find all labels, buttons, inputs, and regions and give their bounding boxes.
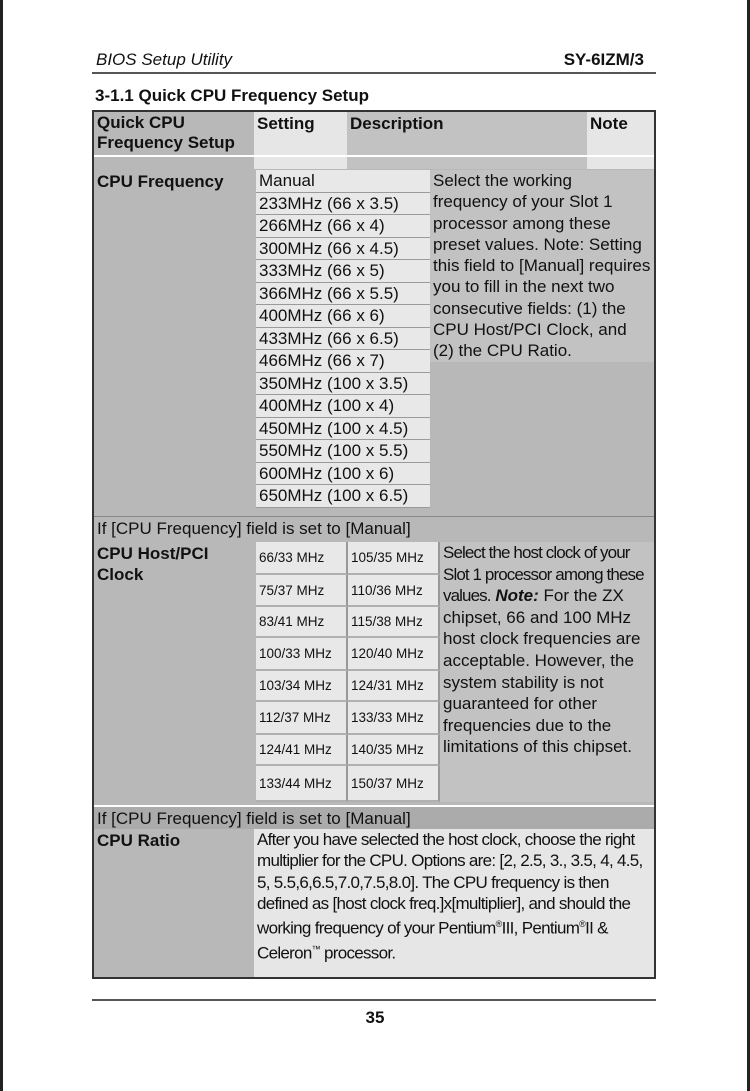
host-clock-option: 124/41 MHz <box>256 735 348 766</box>
host-clock-description: Select the host clock of your Slot 1 pro… <box>440 542 654 802</box>
host-clock-option: 150/37 MHz <box>348 766 440 802</box>
ratio-text: processor. <box>319 943 396 963</box>
manual-condition-note: If [CPU Frequency] field is set to [Manu… <box>94 516 654 540</box>
host-clock-option: 120/40 MHz <box>348 638 440 671</box>
registered-mark: ® <box>495 919 503 930</box>
column-header-setting: Setting <box>254 112 347 155</box>
cpu-frequency-option: 450MHz (100 x 4.5) <box>256 417 430 440</box>
cpu-frequency-option: 650MHz (100 x 6.5) <box>256 485 430 508</box>
running-header-model: SY-6IZM/3 <box>563 50 644 69</box>
cpu-frequency-option: 233MHz (66 x 3.5) <box>256 192 430 215</box>
cpu-frequency-option: 366MHz (66 x 5.5) <box>256 282 430 305</box>
page-number: 35 <box>365 1008 385 1027</box>
host-clock-option: 110/36 MHz <box>348 575 440 607</box>
host-clock-option: 115/38 MHz <box>348 607 440 638</box>
host-clock-option: 112/37 MHz <box>256 702 348 735</box>
cpu-frequency-option: 266MHz (66 x 4) <box>256 215 430 238</box>
host-clock-option: 133/33 MHz <box>348 702 440 735</box>
header-rule <box>92 72 656 74</box>
cpu-frequency-option: 600MHz (100 x 6) <box>256 462 430 485</box>
left-edge <box>0 0 3 1091</box>
host-clock-option: 124/31 MHz <box>348 671 440 702</box>
spacer-cell <box>347 157 587 169</box>
cpu-ratio-label: CPU Ratio <box>94 829 254 977</box>
host-clock-option: 83/41 MHz <box>256 607 348 638</box>
ratio-text: After you have selected the host clock, … <box>257 830 643 938</box>
cpu-frequency-option: 433MHz (66 x 6.5) <box>256 327 430 350</box>
spacer-cell <box>587 157 654 169</box>
host-clock-option: 75/37 MHz <box>256 575 348 607</box>
cpu-frequency-description: Select the working frequency of your Slo… <box>430 170 654 362</box>
header-divider <box>94 155 654 157</box>
cpu-frequency-option: 300MHz (66 x 4.5) <box>256 237 430 260</box>
host-clock-option: 105/35 MHz <box>348 542 440 575</box>
column-header-setup: Quick CPU Frequency Setup <box>94 112 254 155</box>
right-edge <box>747 0 750 1091</box>
section-title: 3-1.1 Quick CPU Frequency Setup <box>95 86 369 105</box>
column-header-description: Description <box>347 112 587 155</box>
footer-rule <box>92 999 656 1001</box>
host-clock-label: CPU Host/PCI Clock <box>94 542 254 586</box>
trademark-mark: ™ <box>311 944 321 955</box>
host-clock-option: 100/33 MHz <box>256 638 348 671</box>
cpu-frequency-label: CPU Frequency <box>94 170 254 193</box>
cpu-frequency-option: 350MHz (100 x 3.5) <box>256 372 430 395</box>
host-clock-option: 140/35 MHz <box>348 735 440 766</box>
ratio-text: II & Celeron <box>257 918 609 963</box>
cpu-frequency-option: 333MHz (66 x 5) <box>256 260 430 283</box>
cpu-ratio-description: After you have selected the host clock, … <box>254 829 654 977</box>
host-clock-option: 133/44 MHz <box>256 766 348 802</box>
host-clock-option: 66/33 MHz <box>256 542 348 575</box>
cpu-frequency-option: 550MHz (100 x 5.5) <box>256 440 430 463</box>
manual-condition-note: If [CPU Frequency] field is set to [Manu… <box>94 805 654 829</box>
registered-mark: ® <box>579 919 586 930</box>
host-clock-intro: Select the host clock of your Slot 1 pro… <box>443 543 645 606</box>
host-clock-option: 103/34 MHz <box>256 671 348 702</box>
cpu-frequency-option: 400MHz (66 x 6) <box>256 305 430 328</box>
ratio-text: III, Pentium <box>501 918 580 938</box>
running-header-title: BIOS Setup Utility <box>96 50 233 69</box>
spacer-cell <box>254 157 347 169</box>
note-label: Note: <box>495 586 539 606</box>
spacer-row <box>94 157 254 169</box>
cpu-frequency-option: 400MHz (100 x 4) <box>256 395 430 418</box>
cpu-frequency-option: Manual <box>256 170 430 193</box>
column-header-note: Note <box>587 112 654 155</box>
cpu-frequency-option: 466MHz (66 x 7) <box>256 350 430 373</box>
settings-table: Quick CPU Frequency Setup Setting Descri… <box>92 110 656 979</box>
note-text: For the ZX chipset, 66 and 100 MHz host … <box>443 586 641 757</box>
